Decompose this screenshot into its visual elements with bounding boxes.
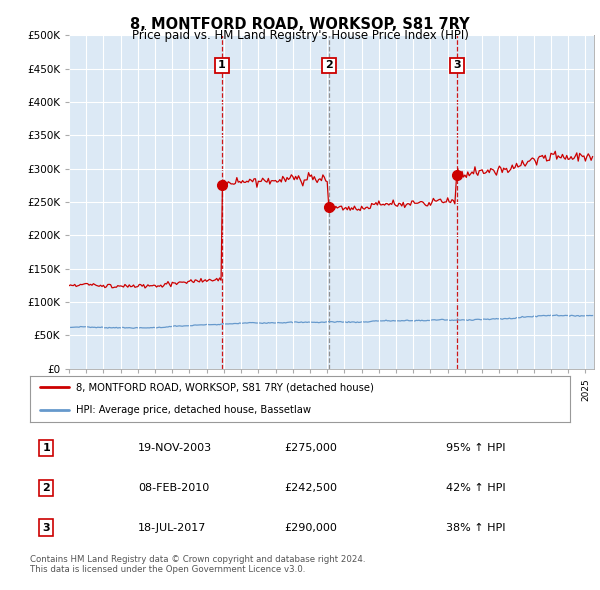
Text: 1: 1 bbox=[218, 60, 226, 70]
Text: 2: 2 bbox=[325, 60, 333, 70]
Text: 1: 1 bbox=[43, 443, 50, 453]
Text: 38% ↑ HPI: 38% ↑ HPI bbox=[446, 523, 505, 533]
Text: 3: 3 bbox=[453, 60, 461, 70]
Text: 8, MONTFORD ROAD, WORKSOP, S81 7RY (detached house): 8, MONTFORD ROAD, WORKSOP, S81 7RY (deta… bbox=[76, 382, 374, 392]
Text: £275,000: £275,000 bbox=[284, 443, 337, 453]
Text: 08-FEB-2010: 08-FEB-2010 bbox=[138, 483, 209, 493]
Text: £290,000: £290,000 bbox=[284, 523, 337, 533]
Text: 2: 2 bbox=[43, 483, 50, 493]
Text: Price paid vs. HM Land Registry's House Price Index (HPI): Price paid vs. HM Land Registry's House … bbox=[131, 30, 469, 42]
Text: 19-NOV-2003: 19-NOV-2003 bbox=[138, 443, 212, 453]
Text: £242,500: £242,500 bbox=[284, 483, 337, 493]
Text: 3: 3 bbox=[43, 523, 50, 533]
Text: HPI: Average price, detached house, Bassetlaw: HPI: Average price, detached house, Bass… bbox=[76, 405, 311, 415]
Text: 95% ↑ HPI: 95% ↑ HPI bbox=[446, 443, 505, 453]
Text: Contains HM Land Registry data © Crown copyright and database right 2024.
This d: Contains HM Land Registry data © Crown c… bbox=[30, 555, 365, 574]
Text: 42% ↑ HPI: 42% ↑ HPI bbox=[446, 483, 505, 493]
Text: 8, MONTFORD ROAD, WORKSOP, S81 7RY: 8, MONTFORD ROAD, WORKSOP, S81 7RY bbox=[130, 17, 470, 31]
Text: 18-JUL-2017: 18-JUL-2017 bbox=[138, 523, 206, 533]
